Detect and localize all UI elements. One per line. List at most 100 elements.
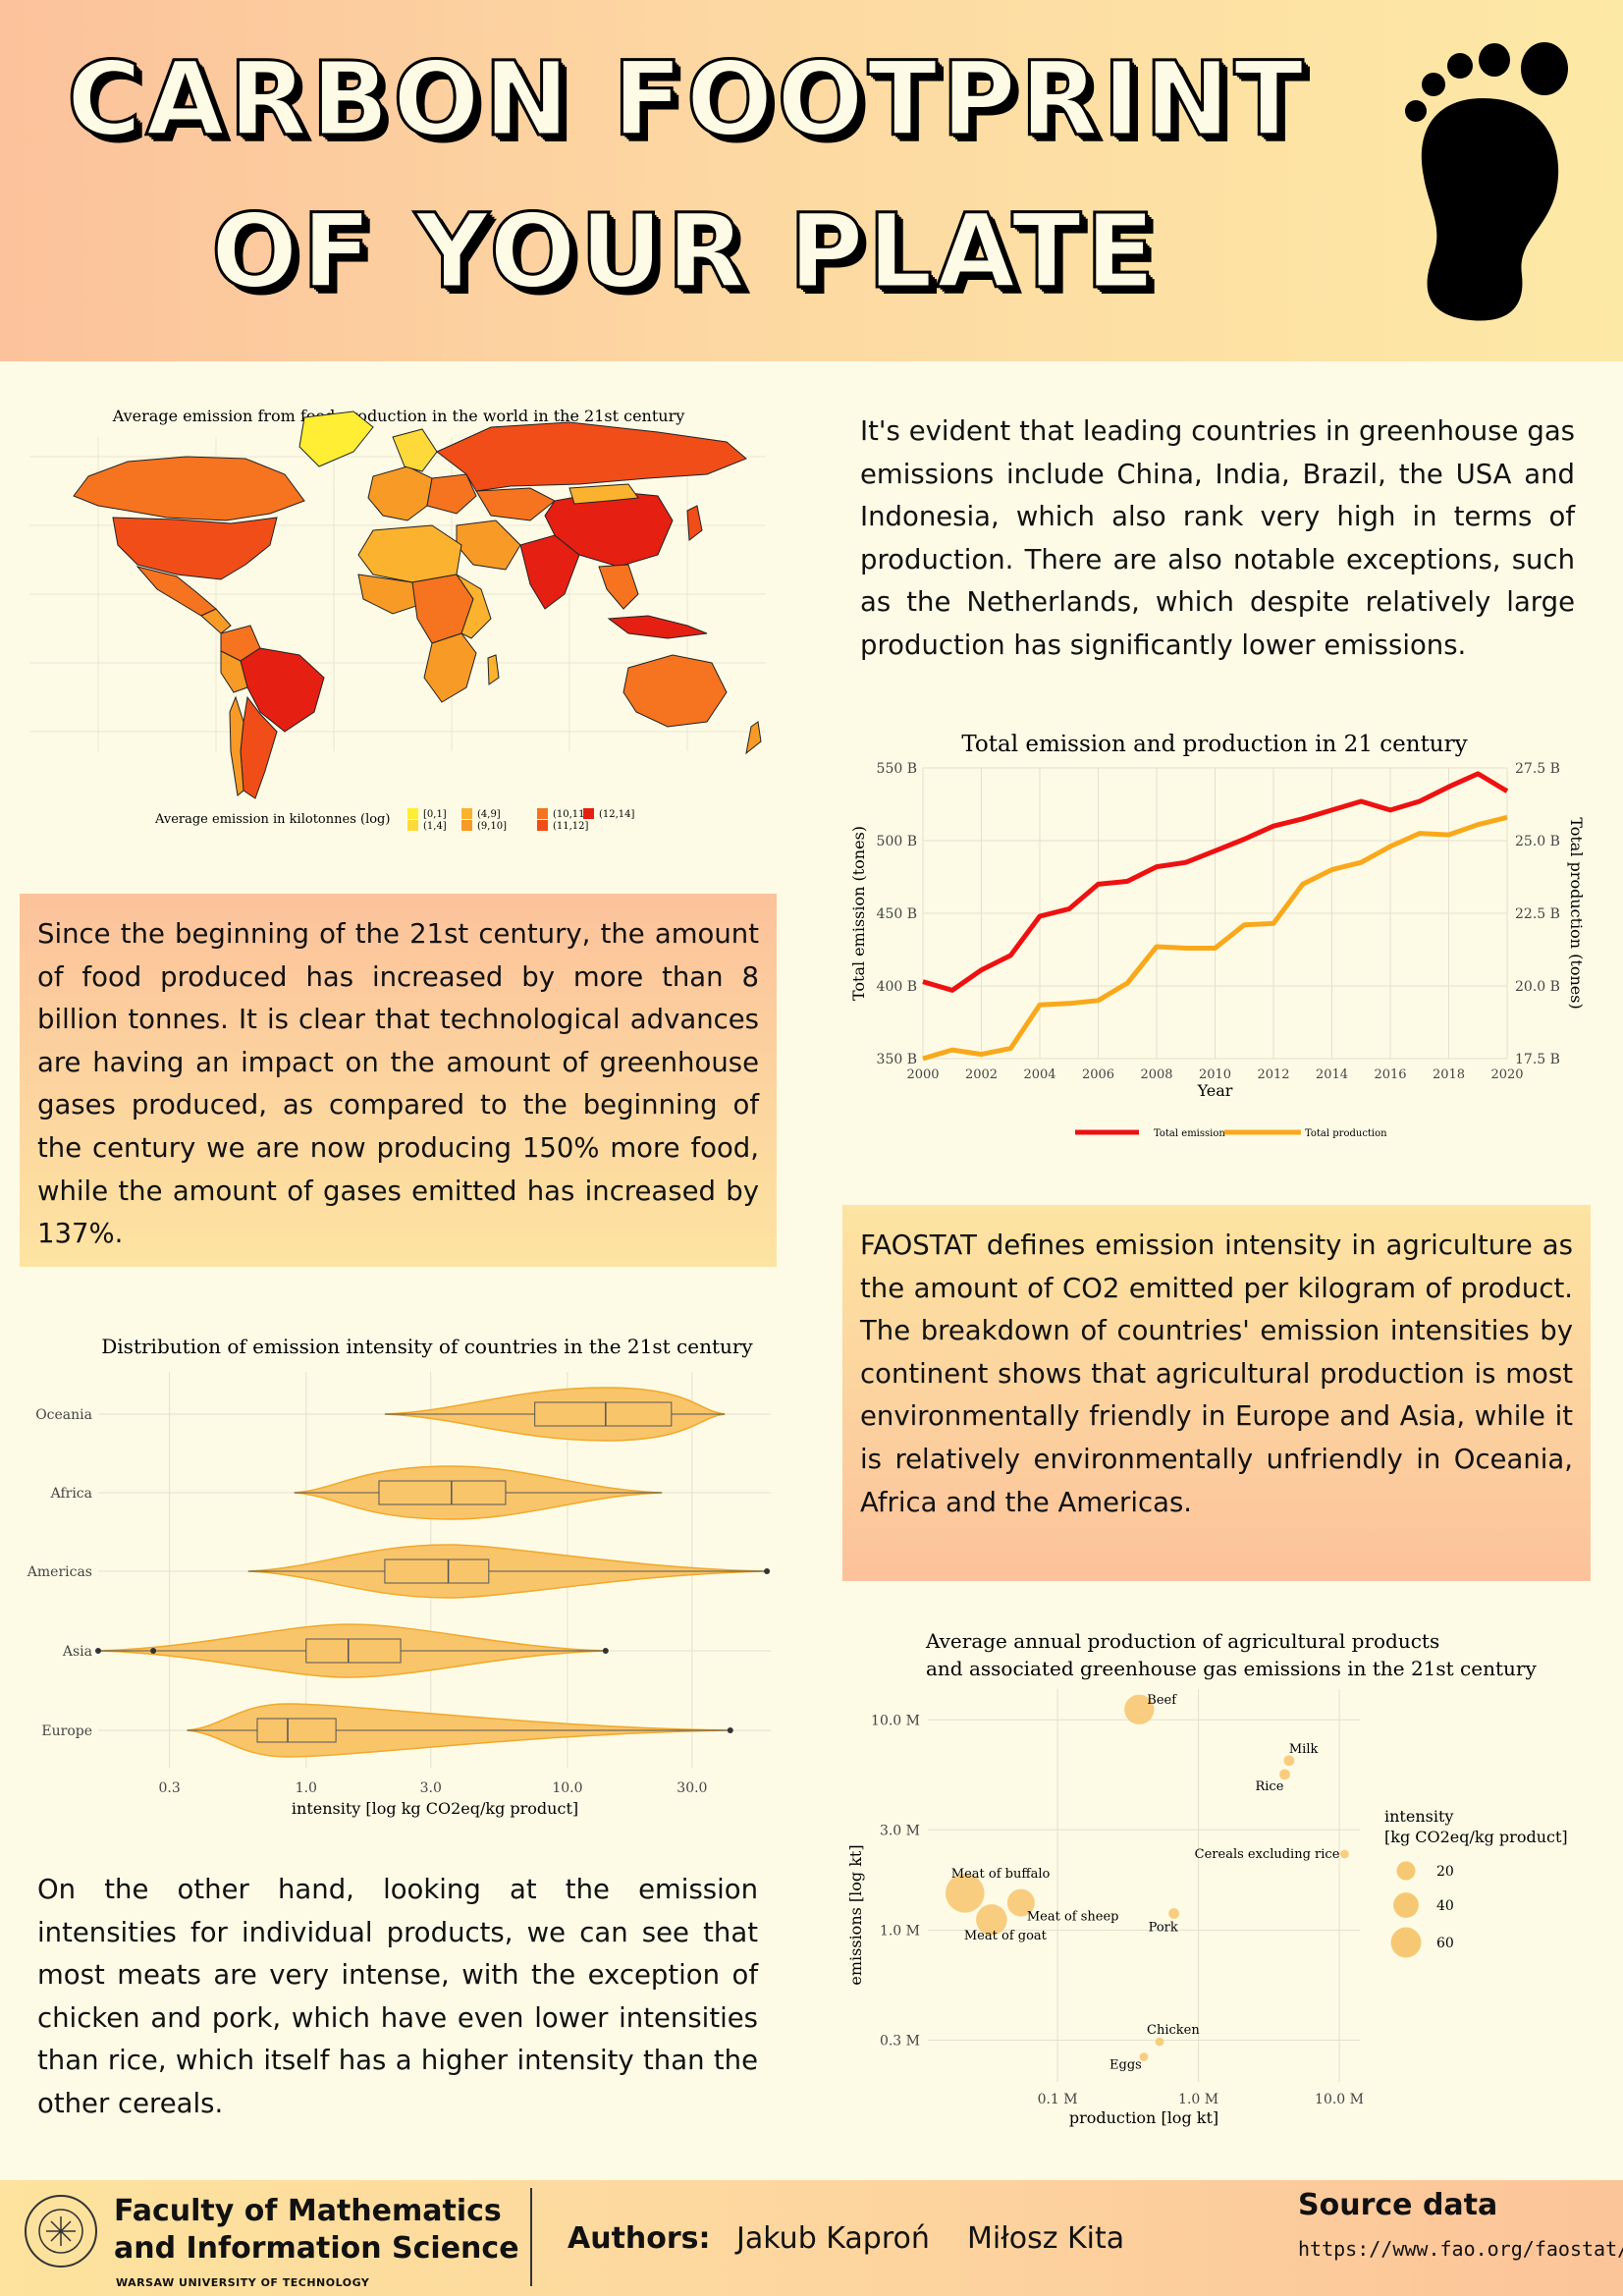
faculty-name-line-1: Faculty of Mathematics — [114, 2194, 502, 2228]
bubble-point — [1139, 2052, 1149, 2061]
line-chart-ytick-left: 400 B — [877, 979, 917, 995]
bubble-point-label: Milk — [1289, 1742, 1319, 1757]
line-chart-xtick: 2004 — [1023, 1067, 1055, 1082]
bubble-ylabel: emissions [log kt] — [846, 1844, 865, 1985]
line-chart-xtick: 2016 — [1374, 1067, 1406, 1082]
region-scandinavia — [392, 428, 438, 472]
violin-box — [534, 1401, 673, 1427]
region-new-zealand — [745, 721, 762, 755]
products-paragraph: On the other hand, looking at the emissi… — [37, 1874, 758, 2119]
region-indonesia — [607, 615, 708, 639]
bubble-point-label: Cereals excluding rice — [1195, 1847, 1340, 1862]
violin-chart-title: Distribution of emission intensity of co… — [101, 1335, 753, 1358]
footprint-icon — [1405, 42, 1568, 321]
bubble-ytick: 3.0 M — [880, 1823, 920, 1838]
line-chart-xtick: 2000 — [906, 1067, 939, 1082]
map-legend-label: (9,10] — [477, 821, 507, 832]
region-north-africa — [357, 524, 462, 583]
region-japan — [686, 505, 703, 541]
region-madagascar — [487, 654, 500, 685]
region-greenland — [298, 410, 374, 467]
line-chart-ytick-left: 350 B — [877, 1052, 917, 1067]
map-legend-label: (11,12] — [553, 821, 589, 832]
faculty-name-line-2: and Information Science — [114, 2231, 519, 2266]
region-middle-east — [456, 519, 521, 571]
violin-outlier — [764, 1568, 771, 1574]
violin-xtick: 0.3 — [159, 1780, 181, 1796]
region-east-africa — [456, 574, 492, 639]
line-chart-ytick-right: 27.5 B — [1515, 761, 1560, 777]
violin-box — [305, 1638, 402, 1664]
line-chart-xtick: 2008 — [1140, 1067, 1172, 1082]
bubble-point — [1124, 1694, 1155, 1724]
line-chart-ytick-left: 450 B — [877, 906, 917, 922]
violin-outlier — [602, 1648, 609, 1654]
bubble-chart-title-line-1: Average annual production of agricultura… — [925, 1629, 1439, 1653]
violin-box — [256, 1718, 337, 1743]
violin-shape-africa — [294, 1465, 663, 1520]
poster-header: CARBON FOOTPRINT OF YOUR PLATE — [0, 0, 1623, 361]
map-legend-swatch — [537, 808, 548, 819]
map-legend-swatch — [583, 808, 594, 819]
bubble-ytick: 0.3 M — [880, 2034, 920, 2050]
footer-divider — [530, 2188, 532, 2286]
author-2: Miłosz Kita — [967, 2221, 1125, 2256]
emission-production-line-chart: Total emission and production in 21 cent… — [839, 722, 1596, 1154]
region-peru — [220, 650, 248, 693]
map-legend-label: (12,14] — [599, 809, 635, 820]
bubble-ytick: 10.0 M — [871, 1713, 920, 1728]
violin-box — [384, 1558, 490, 1584]
source-label: Source data — [1298, 2188, 1498, 2222]
map-legend-swatch — [537, 820, 548, 831]
bubble-xtick: 0.1 M — [1038, 2092, 1078, 2107]
map-legend-label: [0,1] — [423, 809, 447, 820]
violin-category-label: Asia — [62, 1644, 92, 1660]
bubble-point-label: Meat of sheep — [1027, 1910, 1119, 1925]
bubble-legend-circle — [1393, 1892, 1419, 1918]
map-legend-label: (4,9] — [477, 809, 501, 820]
region-southeast-asia — [598, 564, 639, 610]
bubble-ytick: 1.0 M — [880, 1924, 920, 1940]
line-chart-ylabel-left: Total emission (tones) — [849, 826, 868, 1001]
violin-category-label: Americas — [27, 1564, 92, 1580]
bubble-point — [1283, 1755, 1295, 1767]
growth-paragraph: Since the beginning of the 21st century,… — [37, 918, 759, 1250]
violin-xtick: 10.0 — [552, 1780, 582, 1796]
region-west-africa — [357, 574, 423, 615]
line-chart-xtick: 2006 — [1082, 1067, 1114, 1082]
line-chart-title: Total emission and production in 21 cent… — [961, 732, 1467, 757]
line-chart-ytick-right: 22.5 B — [1515, 906, 1560, 922]
bubble-point — [1279, 1769, 1290, 1780]
line-chart-ylabel-right: Total production (tones) — [1567, 817, 1586, 1009]
line-legend-label-emission: Total emission — [1154, 1128, 1225, 1139]
region-usa — [112, 517, 278, 580]
map-legend-label: (10,11] — [553, 809, 589, 820]
line-chart-ytick-right: 20.0 B — [1515, 979, 1560, 995]
violin-shape-oceania — [384, 1387, 726, 1442]
source-link[interactable]: https://www.fao.org/faostat/ — [1298, 2237, 1623, 2261]
region-mongolia — [568, 483, 639, 505]
map-legend-swatch — [461, 808, 472, 819]
bubble-xtick: 10.0 M — [1315, 2092, 1364, 2107]
intro-paragraph: It's evident that leading countries in g… — [860, 415, 1575, 661]
region-southern-africa — [423, 632, 477, 703]
line-chart-xtick: 2012 — [1257, 1067, 1289, 1082]
violin-xtick: 30.0 — [676, 1780, 707, 1796]
line-chart-ytick-left: 500 B — [877, 834, 917, 849]
world-map-chart: Average emission from food production in… — [20, 398, 776, 835]
bubble-legend-label: 20 — [1436, 1864, 1454, 1880]
violin-category-label: Africa — [50, 1486, 92, 1502]
violin-outlier — [95, 1648, 101, 1654]
map-legend: [0,1](1,4] (4,9](9,10] (10,11](11,12] (12,1… — [407, 808, 635, 832]
faostat-paragraph: FAOSTAT defines emission intensity in ag… — [860, 1230, 1573, 1518]
bubble-point-label: Chicken — [1147, 2023, 1200, 2038]
region-central-america — [200, 608, 232, 634]
university-logo-icon — [25, 2195, 97, 2268]
region-canada — [73, 456, 305, 521]
map-legend-swatch — [407, 820, 418, 831]
bubble-point — [976, 1904, 1007, 1936]
bubble-point — [945, 1873, 985, 1913]
bubble-chart: Average annual production of agricultura… — [839, 1620, 1615, 2141]
bubble-point — [1155, 2037, 1164, 2047]
bubble-legend-circle — [1396, 1861, 1416, 1881]
